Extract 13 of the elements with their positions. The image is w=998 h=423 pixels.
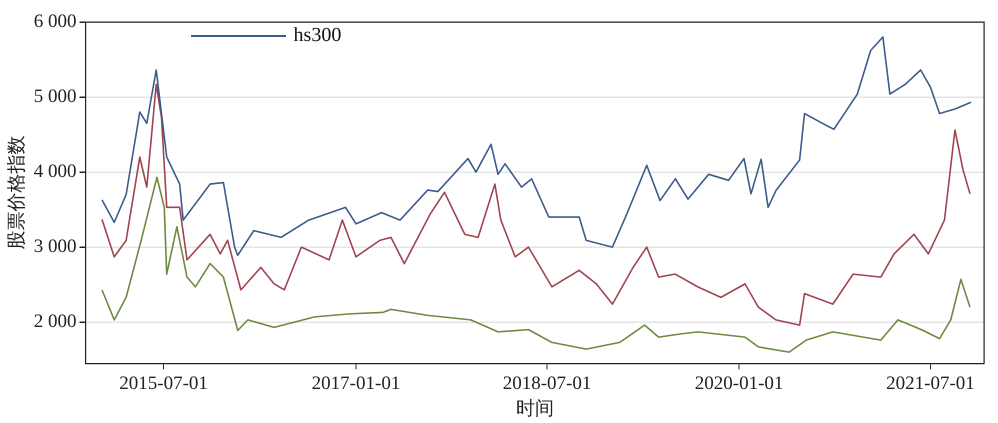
y-tick-label: 3 000 bbox=[34, 236, 77, 258]
x-axis-title: 时间 bbox=[516, 398, 554, 420]
x-tick-label: 2015-07-01 bbox=[119, 372, 208, 394]
x-tick-label: 2017-01-01 bbox=[312, 372, 400, 394]
y-tick-label: 5 000 bbox=[34, 86, 77, 108]
y-axis-title: 股票价格指数 bbox=[6, 136, 28, 250]
y-tick-label: 6 000 bbox=[34, 10, 77, 32]
x-tick-label: 2021-07-01 bbox=[886, 372, 975, 394]
legend-label: hs300 bbox=[294, 24, 342, 47]
y-tick-label: 4 000 bbox=[34, 161, 77, 182]
y-tick-label: 2 000 bbox=[34, 311, 77, 332]
x-tick-label: 2018-07-01 bbox=[502, 372, 592, 394]
x-tick-label: 2020-01-01 bbox=[694, 372, 784, 394]
